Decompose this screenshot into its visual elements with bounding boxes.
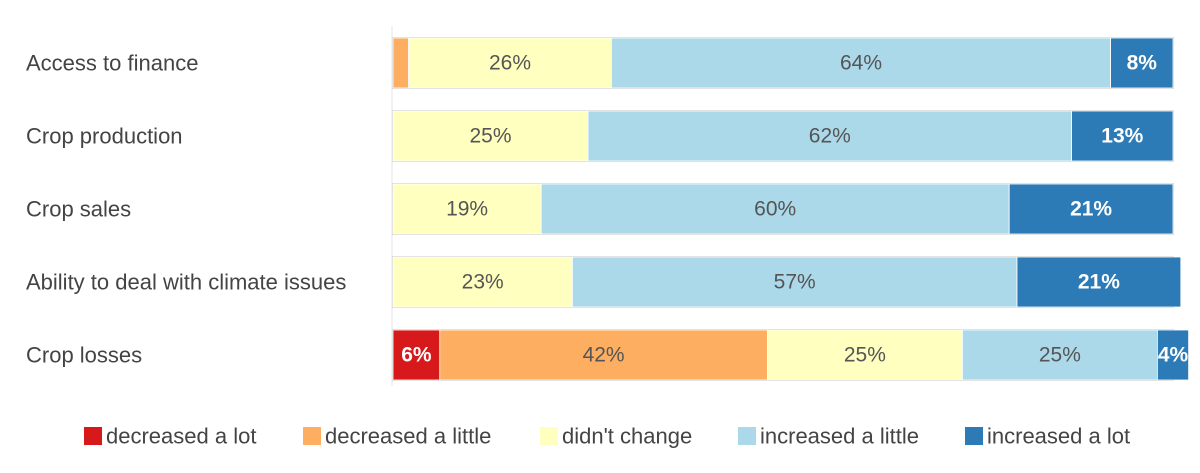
- bar-segment: [439, 329, 768, 381]
- bar-segment: [1071, 110, 1174, 162]
- bar-segment: [1016, 256, 1182, 308]
- bar-segment: [392, 183, 542, 235]
- data-label: 23%: [462, 271, 504, 294]
- bar-segment: [392, 256, 573, 308]
- data-label: 42%: [583, 344, 625, 367]
- legend-label: didn't change: [562, 424, 692, 449]
- data-label: 6%: [401, 344, 432, 367]
- bar-segment: [392, 37, 410, 89]
- bar-segment: [611, 37, 1112, 89]
- category-label: Crop production: [26, 124, 183, 149]
- legend-swatch: [84, 427, 102, 445]
- category-label: Crop sales: [26, 197, 131, 222]
- data-label: 8%: [1127, 52, 1158, 75]
- bar-segment: [392, 329, 441, 381]
- data-label: 25%: [1039, 344, 1081, 367]
- data-label: 19%: [446, 198, 488, 221]
- legend-swatch: [540, 427, 558, 445]
- data-label: 25%: [844, 344, 886, 367]
- data-label: 21%: [1070, 198, 1112, 221]
- legend: decreased a lot decreased a little didn't …: [84, 424, 1130, 449]
- bar-segment: [767, 329, 963, 381]
- data-label: 64%: [840, 52, 882, 75]
- bar-segment: [408, 37, 612, 89]
- legend-swatch: [738, 427, 756, 445]
- bar-segment: [572, 256, 1018, 308]
- bars-group: Access to finance 26% 64% 8% Crop production…: [26, 37, 1190, 381]
- bar-segment: [962, 329, 1158, 381]
- category-label: Crop losses: [26, 343, 142, 368]
- legend-label: decreased a lot: [106, 424, 256, 449]
- legend-label: increased a lot: [987, 424, 1130, 449]
- data-label: 26%: [489, 52, 531, 75]
- bar-segment: [1110, 37, 1174, 89]
- data-label: 13%: [1101, 125, 1143, 148]
- data-label: 25%: [469, 125, 511, 148]
- bar-segment: [1008, 183, 1174, 235]
- bar-segment: [540, 183, 1010, 235]
- bar-segment: [392, 110, 589, 162]
- category-label: Access to finance: [26, 51, 198, 76]
- data-label: 60%: [754, 198, 796, 221]
- legend-swatch: [965, 427, 983, 445]
- data-label: 21%: [1078, 271, 1120, 294]
- bar-segment: [1157, 329, 1190, 381]
- legend-label: increased a little: [760, 424, 919, 449]
- data-label: 62%: [809, 125, 851, 148]
- data-label: 57%: [774, 271, 816, 294]
- data-label: 4%: [1158, 344, 1189, 367]
- legend-swatch: [303, 427, 321, 445]
- legend-label: decreased a little: [325, 424, 491, 449]
- category-label: Ability to deal with climate issues: [26, 270, 346, 295]
